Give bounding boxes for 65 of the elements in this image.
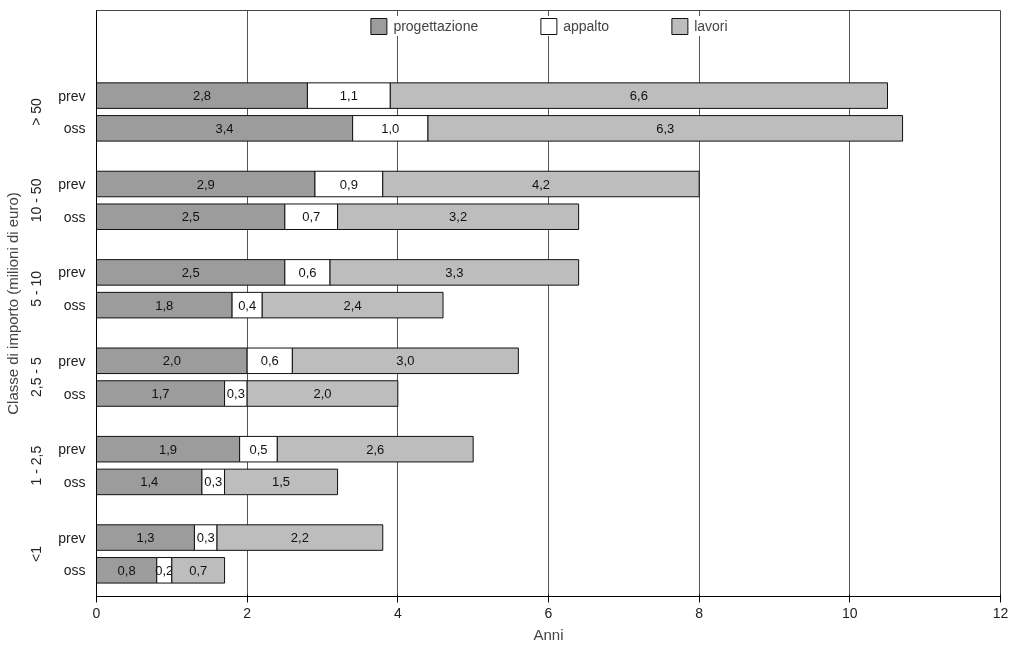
y-tick-label: prev <box>58 352 86 369</box>
data-label: 3,4 <box>215 120 234 136</box>
data-label: 2,0 <box>162 353 181 369</box>
text: 10 - 50 <box>28 178 45 223</box>
data-label: 1,5 <box>272 474 291 490</box>
data-label: 1,3 <box>136 530 155 546</box>
data-label: 4,2 <box>531 176 551 192</box>
data-label: 2,5 <box>181 264 200 280</box>
data-label: 1,4 <box>140 474 159 490</box>
data-label: 0,7 <box>302 209 321 225</box>
data-label: 6,3 <box>656 120 675 136</box>
y-tick-label: oss <box>63 208 86 225</box>
y-tick-label: oss <box>63 297 86 314</box>
x-tick-label: 2 <box>243 604 252 621</box>
data-label: 6,6 <box>629 88 648 104</box>
data-label: 1,9 <box>159 441 178 457</box>
data-label: 0,3 <box>204 474 223 490</box>
data-label: 0,6 <box>260 353 279 369</box>
y-tick-label: oss <box>63 473 86 490</box>
data-label: 3,3 <box>445 264 464 280</box>
data-label: 0,6 <box>298 264 317 280</box>
x-tick-label: 6 <box>544 604 553 621</box>
y-tick-label: prev <box>58 441 86 458</box>
data-label: 2,5 <box>181 209 200 225</box>
legend-label: lavori <box>694 18 728 34</box>
y-tick-label: oss <box>63 385 86 402</box>
text: <1 <box>28 545 45 562</box>
x-tick-label: 4 <box>393 604 402 621</box>
y-axis-title: Classe di importo (milioni di euro) <box>3 192 21 415</box>
data-label: 2,6 <box>366 441 385 457</box>
data-label: 2,2 <box>290 530 309 546</box>
data-label: 3,2 <box>449 209 468 225</box>
x-tick-label: 12 <box>992 604 1009 621</box>
y-tick-label: prev <box>58 176 86 193</box>
data-label: 2,8 <box>192 88 212 104</box>
legend-label: progettazione <box>393 18 479 34</box>
data-label: 1,0 <box>381 120 400 136</box>
y-tick-label: oss <box>63 120 86 137</box>
data-label: 0,8 <box>117 562 136 578</box>
x-tick-label: 10 <box>842 604 858 621</box>
text: 2,5 - 5 <box>28 357 45 397</box>
text: 5 - 10 <box>28 270 45 307</box>
data-label: 2,0 <box>313 386 332 402</box>
y-tick-label: prev <box>58 529 86 546</box>
text: 1 - 2,5 <box>28 445 45 486</box>
data-label: 0,7 <box>189 562 208 578</box>
data-label: 1,8 <box>155 297 174 313</box>
y-tick-label: oss <box>63 562 86 579</box>
data-label: 0,5 <box>249 441 268 457</box>
data-label: 0,4 <box>238 297 257 313</box>
legend-label: appalto <box>563 18 610 34</box>
x-tick-label: 8 <box>695 604 704 621</box>
data-label: 0,9 <box>339 176 358 192</box>
data-label: 1,7 <box>151 386 170 402</box>
x-axis-title: Anni <box>533 625 564 643</box>
data-label: 0,3 <box>226 386 245 402</box>
y-tick-label: prev <box>58 87 86 104</box>
x-tick-label: 0 <box>92 604 101 621</box>
data-label: 2,4 <box>343 297 362 313</box>
text: > 50 <box>28 97 45 126</box>
data-label: 2,9 <box>196 176 215 192</box>
data-label: 1,1 <box>339 88 358 104</box>
data-label: 0,3 <box>196 530 215 546</box>
data-label: 3,0 <box>396 353 415 369</box>
y-tick-label: prev <box>58 264 86 281</box>
